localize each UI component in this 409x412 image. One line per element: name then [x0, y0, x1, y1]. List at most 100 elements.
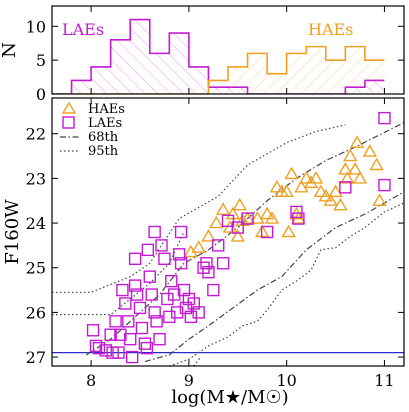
lae-point	[161, 292, 174, 306]
hae-point	[259, 206, 275, 220]
histogram-bar-laes	[188, 66, 209, 94]
scatter-x-tick-label: 9	[184, 371, 194, 390]
scatter-y-tick-label: 27	[26, 348, 46, 367]
curve-68th	[85, 122, 404, 356]
lae-point	[128, 279, 142, 292]
hae-point	[215, 202, 231, 215]
histogram-bar-laes	[169, 33, 189, 94]
histogram-bar-haes	[208, 80, 228, 94]
lae-point	[168, 288, 181, 301]
legend-triangle-marker	[61, 101, 77, 114]
scatter-y-tick-label: 26	[26, 303, 46, 322]
lae-point	[89, 339, 103, 353]
lae-point	[125, 350, 139, 364]
scatter-y-tick-label: 24	[26, 214, 46, 233]
scatter-frame	[51, 97, 405, 367]
lae-point	[260, 225, 274, 239]
histogram-y-tick-label: 0	[36, 85, 46, 104]
lae-point	[114, 328, 127, 341]
legend-label-laes: LAEs	[88, 116, 122, 131]
hae-point	[230, 229, 245, 242]
scatter-x-tick-label: 8	[86, 371, 96, 390]
histogram-panel: 0 5 10 N LAEs HAEs	[0, 5, 405, 104]
legend-label-95th: 95th	[88, 144, 119, 159]
lae-point	[212, 239, 225, 252]
lae-point	[158, 252, 171, 266]
hae-point	[279, 184, 294, 198]
lae-point	[155, 239, 168, 252]
histogram-bar-haes	[228, 66, 248, 94]
scatter-x-tick-label: 11	[374, 371, 394, 390]
histogram-y-label: N	[0, 42, 20, 58]
scatter-legend: HAEs LAEs 68th 95th	[60, 101, 125, 159]
lae-point	[153, 333, 166, 346]
legend-label-haes: HAEs	[88, 102, 125, 117]
lae-point	[174, 257, 188, 270]
lae-point	[140, 341, 154, 355]
histogram-frame	[51, 5, 405, 95]
histogram-bar-haes	[286, 53, 307, 94]
lae-point	[290, 205, 303, 219]
lae-point	[112, 346, 125, 359]
hae-point	[240, 211, 255, 224]
legend-square-marker	[62, 116, 75, 129]
lae-point	[99, 344, 112, 357]
lae-point	[133, 301, 147, 315]
scatter-y-tick-label: 23	[26, 169, 46, 188]
lae-point	[292, 212, 305, 225]
lae-point	[174, 225, 188, 239]
curve-68th	[144, 191, 404, 363]
lae-point	[148, 225, 161, 239]
lae-point	[163, 310, 176, 324]
lae-point	[378, 111, 391, 125]
hae-point	[209, 215, 224, 229]
lae-point	[339, 181, 352, 194]
hae-point	[323, 193, 338, 206]
hae-point	[250, 211, 265, 224]
lae-point	[138, 337, 152, 350]
histogram-bar-laes	[91, 66, 111, 94]
lae-point	[109, 315, 122, 328]
lae-point	[207, 283, 220, 297]
histogram-bar-laes	[110, 39, 131, 94]
scatter-y-ticks: 22 23 24 25 26 27	[26, 125, 404, 367]
scatter-y-tick-label: 25	[26, 259, 46, 278]
hae-point	[328, 184, 343, 198]
lae-point	[143, 270, 156, 283]
scatter-points	[86, 111, 391, 364]
histogram-bar-haes	[345, 46, 365, 94]
histogram-bar-haes	[247, 53, 268, 94]
hae-point	[313, 184, 329, 198]
lae-point	[150, 315, 163, 328]
scatter-x-tick-label: 10	[276, 371, 296, 390]
lae-point	[184, 310, 198, 324]
histogram-bar-haes	[325, 60, 346, 94]
histogram-bar-laes	[130, 19, 150, 94]
hae-point	[347, 162, 363, 175]
histogram-bar-laes	[71, 80, 92, 94]
histogram-y-tick-label: 10	[26, 17, 46, 36]
lae-point	[104, 328, 117, 341]
hae-point	[201, 229, 216, 242]
lae-point	[130, 288, 144, 301]
lae-point	[216, 257, 230, 270]
histogram-y-tick-label: 5	[36, 51, 46, 70]
lae-point	[192, 306, 205, 319]
hae-point	[349, 135, 365, 148]
lae-point	[200, 257, 213, 270]
hae-point	[372, 193, 387, 206]
scatter-x-label: log(M★/M☉)	[171, 387, 288, 408]
hae-point	[303, 175, 319, 189]
hae-point	[308, 170, 324, 184]
histogram-x-ticks	[90, 6, 385, 94]
lae-point	[221, 214, 235, 228]
lae-point	[122, 315, 135, 328]
lae-point	[92, 341, 106, 355]
histogram-bar-laes	[149, 53, 170, 94]
hae-point	[299, 170, 314, 184]
lae-point	[86, 324, 100, 337]
hae-point	[264, 211, 280, 224]
hae-point	[191, 240, 206, 253]
legend-label-68th: 68th	[88, 130, 119, 145]
histogram-outline-haes	[52, 45, 385, 94]
